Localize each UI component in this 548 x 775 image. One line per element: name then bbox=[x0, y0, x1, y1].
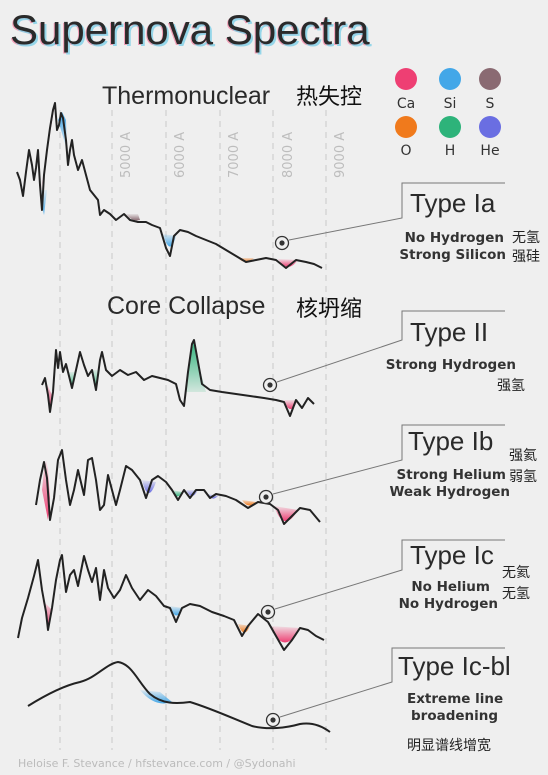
desc-icbl-1: Extreme line bbox=[407, 691, 503, 707]
legend-swatch-si bbox=[439, 68, 461, 90]
type-descriptions: No Hydrogen Strong Silicon Strong Hydrog… bbox=[386, 230, 516, 724]
spectrum-line-ia bbox=[16, 102, 323, 269]
feature-ca-absorption-ia bbox=[278, 259, 298, 267]
desc-ib-1: Strong Helium bbox=[397, 467, 506, 483]
desc-zh-ib-2: 弱氢 bbox=[509, 469, 537, 485]
type-markers bbox=[258, 182, 505, 728]
section-thermonuclear-zh: 热失控 bbox=[296, 85, 362, 110]
type-descriptions-zh: 无氢 强硅 强氢 强氦 弱氢 无氦 无氢 明显谱线增宽 bbox=[407, 230, 540, 754]
spectrum-type-ia bbox=[16, 102, 323, 269]
section-thermonuclear: Thermonuclear bbox=[102, 82, 270, 110]
spectrum-line-icbl bbox=[27, 661, 331, 733]
legend-swatch-s bbox=[479, 68, 501, 90]
spectrum-type-ic bbox=[17, 554, 325, 651]
legend-swatch-o bbox=[395, 116, 417, 138]
desc-ii-1: Strong Hydrogen bbox=[386, 357, 516, 373]
legend-label-ca: Ca bbox=[397, 96, 415, 112]
type-name-ia: Type Ia bbox=[410, 188, 496, 218]
desc-zh-ic-1: 无氦 bbox=[502, 565, 530, 581]
title-shadow-pink: Supernova Spectra bbox=[9, 7, 369, 54]
marker-type-ic-bl bbox=[265, 647, 505, 728]
spectrum-type-ic-bl bbox=[27, 661, 331, 733]
wavelength-gridlines bbox=[59, 110, 327, 750]
marker-type-ia bbox=[274, 182, 505, 251]
tick-6000: 6000 A bbox=[173, 132, 188, 178]
title-shadow-cyan: Supernova Spectra bbox=[12, 8, 372, 55]
legend-label-o: O bbox=[400, 143, 411, 159]
spectrum-type-ib bbox=[35, 449, 321, 525]
legend-label-h: H bbox=[445, 143, 456, 159]
desc-ic-1: No Helium bbox=[411, 579, 490, 595]
type-name-ic: Type Ic bbox=[410, 540, 494, 570]
spectrum-line-ii bbox=[41, 339, 315, 417]
feature-s-absorption-ia bbox=[126, 214, 140, 221]
tick-5000: 5000 A bbox=[119, 132, 134, 178]
type-name-ii: Type II bbox=[410, 317, 488, 347]
desc-ia-1: No Hydrogen bbox=[405, 230, 504, 246]
legend-label-he: He bbox=[480, 143, 499, 159]
tick-8000: 8000 A bbox=[281, 132, 296, 178]
tick-7000: 7000 A bbox=[227, 132, 242, 178]
legend-label-si: Si bbox=[444, 96, 457, 112]
spectrum-type-ii bbox=[41, 339, 315, 417]
spectrum-line-ic bbox=[17, 554, 325, 651]
type-name-ib: Type Ib bbox=[408, 426, 493, 456]
legend-swatch-he bbox=[479, 116, 501, 138]
title: Supernova Spectra Supernova Spectra Supe… bbox=[9, 6, 372, 55]
marker-type-ib bbox=[258, 424, 505, 505]
legend-label-s: S bbox=[486, 96, 495, 112]
marker-type-ii bbox=[262, 310, 505, 393]
credit-text: Heloise F. Stevance / hfstevance.com / @… bbox=[18, 757, 296, 770]
desc-zh-ib-1: 强氦 bbox=[509, 448, 537, 464]
desc-ib-2: Weak Hydrogen bbox=[390, 484, 510, 500]
type-labels: Type Ia Type II Type Ib Type Ic Type Ic-… bbox=[398, 188, 511, 681]
title-text: Supernova Spectra bbox=[10, 6, 370, 53]
section-core-collapse: Core Collapse bbox=[107, 292, 265, 320]
desc-zh-ic-2: 无氢 bbox=[502, 586, 530, 602]
tick-9000: 9000 A bbox=[333, 132, 348, 178]
legend-swatch-ca bbox=[395, 68, 417, 90]
desc-ic-2: No Hydrogen bbox=[399, 596, 498, 612]
type-name-ic-bl: Type Ic-bl bbox=[398, 651, 511, 681]
element-legend: Ca Si S O H He bbox=[395, 68, 501, 159]
desc-ia-2: Strong Silicon bbox=[399, 247, 506, 263]
feature-si-absorption-icbl bbox=[140, 690, 172, 704]
desc-zh-ia-2: 强硅 bbox=[512, 249, 540, 265]
marker-type-ic bbox=[260, 539, 505, 620]
desc-zh-icbl-1: 明显谱线增宽 bbox=[407, 737, 491, 754]
desc-zh-ia-1: 无氢 bbox=[512, 230, 540, 246]
desc-icbl-2: broadening bbox=[411, 708, 498, 724]
section-core-collapse-zh: 核坍缩 bbox=[296, 297, 362, 322]
wavelength-tick-labels: 5000 A 6000 A 7000 A 8000 A 9000 A bbox=[119, 132, 348, 178]
desc-zh-ii-1: 强氢 bbox=[497, 378, 525, 394]
legend-swatch-h bbox=[439, 116, 461, 138]
spectrum-line-ib bbox=[35, 449, 321, 525]
